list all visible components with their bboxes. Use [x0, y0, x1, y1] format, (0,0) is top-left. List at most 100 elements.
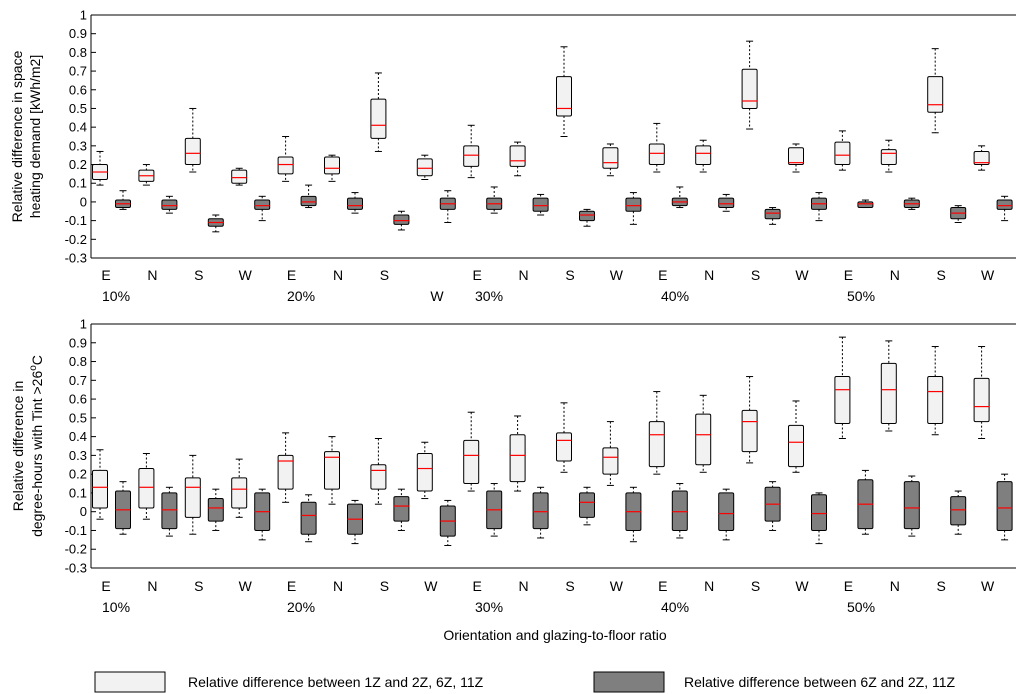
box-dark [579, 208, 595, 227]
x-tick-label: S [380, 578, 389, 594]
box-body [254, 199, 271, 210]
y-tick-label: 0.4 [69, 120, 87, 135]
y-tick-label: -0.1 [65, 213, 87, 228]
x-tick-label: S [565, 267, 574, 283]
box-light [463, 411, 480, 492]
box-light [556, 402, 572, 473]
box-body [277, 454, 294, 490]
y-tick-label: 0.7 [69, 373, 87, 388]
box-dark [300, 184, 317, 209]
y-tick-label: 0.1 [69, 485, 87, 500]
box-dark [950, 490, 967, 535]
x-tick-label: N [519, 267, 529, 283]
box-body [903, 481, 920, 530]
x-group-label: 20% [287, 288, 315, 304]
box-body [973, 150, 990, 166]
box-body [718, 197, 735, 209]
x-group-label: 20% [287, 599, 315, 615]
box-dark [903, 197, 920, 210]
box-body [927, 376, 944, 424]
box-body [648, 421, 665, 468]
box-body [927, 76, 944, 113]
box-body [602, 147, 619, 169]
box-light [92, 449, 108, 520]
y-axis-label-superscript: o [28, 365, 39, 371]
box-dark [764, 481, 781, 531]
box-body [811, 494, 827, 531]
y-tick-label: 0.7 [69, 64, 87, 79]
x-tick-label: S [565, 578, 574, 594]
box-body [184, 137, 201, 166]
y-tick-label: 0.6 [69, 392, 87, 407]
box-body [324, 451, 340, 490]
box-light [277, 432, 294, 503]
box-light [463, 124, 480, 179]
y-tick-label: 0.5 [69, 410, 87, 425]
box-dark [254, 195, 271, 222]
box-body [300, 501, 317, 535]
box-light [324, 436, 340, 505]
box-light [556, 46, 572, 137]
box-light [880, 139, 897, 173]
x-tick-label: S [194, 267, 203, 283]
y-axis-label-line-2: heating demand [kWh/m2] [27, 55, 43, 218]
x-tick-label: N [890, 578, 900, 594]
box-body [996, 481, 1013, 531]
box-light [648, 122, 665, 173]
box-light [648, 391, 665, 475]
x-tick-label: W [610, 267, 624, 283]
box-body [532, 492, 549, 530]
box-dark [718, 193, 735, 212]
box-body [231, 477, 248, 509]
x-tick-label: N [890, 267, 900, 283]
box-light [927, 346, 944, 436]
chart-bottom: 1 0.9 0.8 0.7 0.6 0.5 0.4 0.3 0.2 0.1 0 -0.1 -0.2 -0.… [10, 317, 1016, 615]
x-tick-label: S [751, 578, 760, 594]
y-tick-label: -0.3 [65, 561, 87, 576]
x-axis-label: Orientation and glazing-to-floor ratio [443, 627, 667, 643]
y-tick-label: 0.5 [69, 101, 87, 116]
y-tick-label: -0.2 [65, 542, 87, 557]
y-tick-label: 0.8 [69, 45, 87, 60]
box-dark [903, 475, 920, 537]
x-tick-label: E [473, 578, 482, 594]
box-body [138, 468, 155, 509]
box-light [602, 421, 619, 486]
box-body [393, 496, 410, 522]
y-tick-label: -0.2 [65, 232, 87, 247]
y-tick-label: -0.1 [65, 523, 87, 538]
box-dark [857, 199, 874, 209]
box-dark [207, 488, 224, 531]
y-tick-label: 0 [80, 504, 87, 519]
box-body [370, 98, 387, 139]
box-body [207, 498, 224, 522]
box-light [695, 139, 712, 173]
box-dark [486, 186, 503, 214]
x-tick-label: E [287, 578, 296, 594]
box-body [370, 464, 387, 490]
box-light [509, 415, 526, 492]
box-light [231, 458, 248, 518]
box-body [857, 201, 874, 209]
x-tick-label: N [704, 578, 714, 594]
box-dark [996, 195, 1013, 222]
box-body [161, 492, 178, 530]
x-tick-label: S [194, 578, 203, 594]
x-tick-label: E [844, 578, 853, 594]
box-body [300, 195, 317, 207]
box-light [973, 145, 990, 171]
box-body [393, 214, 410, 225]
box-body [231, 169, 248, 184]
legend-swatch-light [94, 671, 166, 693]
box-light [834, 130, 851, 171]
box-body [556, 432, 572, 462]
x-group-label: 40% [661, 288, 689, 304]
box-light [184, 454, 201, 535]
y-axis-label-line-1: Relative difference in space [9, 50, 25, 222]
x-tick-label: N [147, 578, 157, 594]
box-body [695, 145, 712, 166]
box-body [671, 490, 688, 531]
y-tick-label: 0.4 [69, 429, 87, 444]
x-group-label: 40% [661, 599, 689, 615]
